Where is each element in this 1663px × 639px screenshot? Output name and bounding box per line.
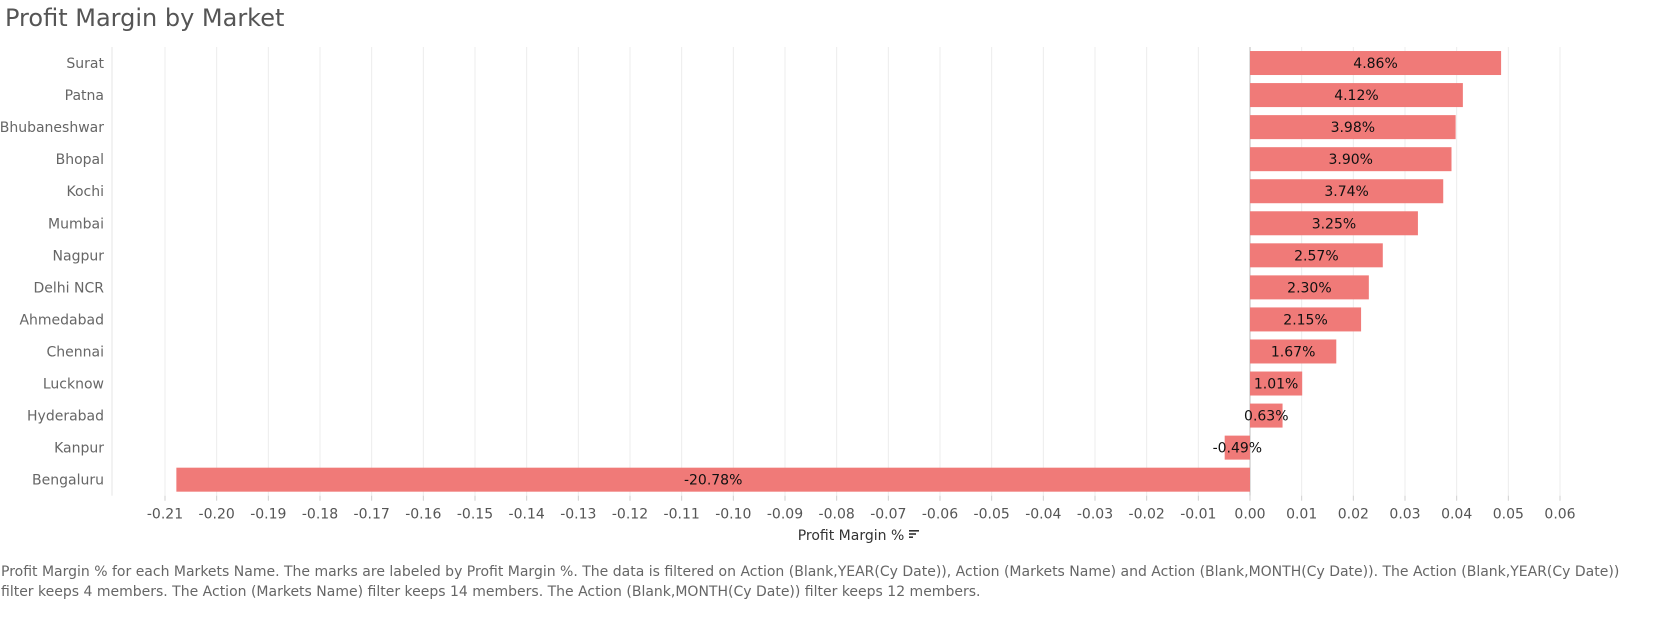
x-tick-label: 0.04 [1441,507,1472,523]
x-tick-label: 0.03 [1389,507,1420,523]
category-label: Hyderabad [27,409,104,425]
zero-line [111,47,1251,496]
data-label: 1.67% [1271,344,1315,360]
x-tick-label: 0.06 [1544,507,1575,523]
data-label: -20.78% [684,473,742,489]
sort-descending-icon[interactable] [908,528,920,544]
x-tick-label: 0.02 [1338,507,1369,523]
category-label: Kochi [66,184,104,200]
x-tick-label: -0.09 [767,507,803,523]
data-label: 2.57% [1294,248,1338,264]
data-labels: 4.86% 4.12% 3.98% 3.90% 3.74% 3.25% 2.57% 2.30%… [684,56,1398,489]
bar[interactable] [176,467,1250,492]
bar[interactable] [1250,371,1303,396]
category-labels: Surat Patna Bhubaneshwar Bhopal Kochi Mumbai N… [0,56,105,489]
x-tick-label: -0.10 [715,507,751,523]
bar[interactable] [1250,403,1283,428]
x-tick-label: -0.16 [405,507,441,523]
chart-title: Profit Margin by Market [5,4,285,32]
bar-chart: Surat Patna Bhubaneshwar Bhopal Kochi Mumbai N… [0,47,1576,523]
data-label: -0.49% [1213,441,1263,457]
x-tick-label: -0.13 [560,507,596,523]
x-tick-label: -0.14 [509,507,545,523]
x-tick-label: -0.04 [1025,507,1061,523]
category-label: Bhopal [56,152,104,168]
x-tick-label: -0.06 [922,507,958,523]
x-tick-label: -0.11 [664,507,700,523]
category-label: Surat [66,56,104,72]
data-label: 4.12% [1334,88,1378,104]
category-label: Bhubaneshwar [0,120,104,136]
bar[interactable] [1250,179,1444,204]
x-tick-label: 0.00 [1234,507,1265,523]
bar[interactable] [1250,339,1337,364]
x-tick-label: -0.19 [250,507,286,523]
grid-lines [164,47,1561,501]
category-label: Patna [65,88,104,104]
bar[interactable] [1250,243,1383,268]
x-axis-title-wrap: Profit Margin % [0,528,1663,544]
x-tick-label: -0.21 [147,507,183,523]
x-tick-labels: -0.21 -0.20 -0.19 -0.18 -0.17 -0.16 -0.15 -0.14… [147,507,1576,523]
data-label: 4.86% [1353,56,1397,72]
category-label: Kanpur [54,441,104,457]
category-label: Mumbai [48,216,104,232]
bar[interactable] [1224,435,1250,460]
x-tick-label: -0.12 [612,507,648,523]
category-label: Nagpur [53,248,105,264]
bar[interactable] [1250,115,1456,140]
x-tick-label: -0.17 [354,507,390,523]
x-tick-label: -0.07 [870,507,906,523]
category-label: Delhi NCR [34,280,105,296]
x-tick-label: -0.18 [302,507,338,523]
x-tick-label: -0.15 [457,507,493,523]
x-tick-label: -0.08 [819,507,855,523]
data-label: 3.74% [1324,184,1368,200]
data-label: 0.63% [1244,409,1288,425]
data-label: 3.90% [1329,152,1373,168]
data-label: 1.01% [1254,377,1298,393]
category-label: Bengaluru [32,473,104,489]
x-tick-label: -0.01 [1180,507,1216,523]
category-label: Lucknow [43,377,104,393]
data-label: 3.98% [1331,120,1375,136]
bars [176,51,1502,492]
bar[interactable] [1250,307,1362,332]
bar[interactable] [1250,275,1369,300]
data-label: 2.15% [1283,312,1327,328]
x-tick-label: 0.01 [1286,507,1317,523]
data-label: 2.30% [1287,280,1331,296]
x-tick-label: -0.03 [1077,507,1113,523]
bar[interactable] [1250,83,1463,108]
chart-caption: Profit Margin % for each Markets Name. T… [1,564,1620,600]
x-tick-label: -0.05 [974,507,1010,523]
x-tick-label: 0.05 [1493,507,1524,523]
x-tick-label: -0.02 [1129,507,1165,523]
bar[interactable] [1250,147,1452,172]
bar[interactable] [1250,51,1502,76]
x-axis-title: Profit Margin % [797,528,905,544]
category-label: Ahmedabad [19,312,104,328]
x-tick-label: -0.20 [199,507,235,523]
category-label: Chennai [47,344,104,360]
data-label: 3.25% [1312,216,1356,232]
bar[interactable] [1250,211,1418,236]
